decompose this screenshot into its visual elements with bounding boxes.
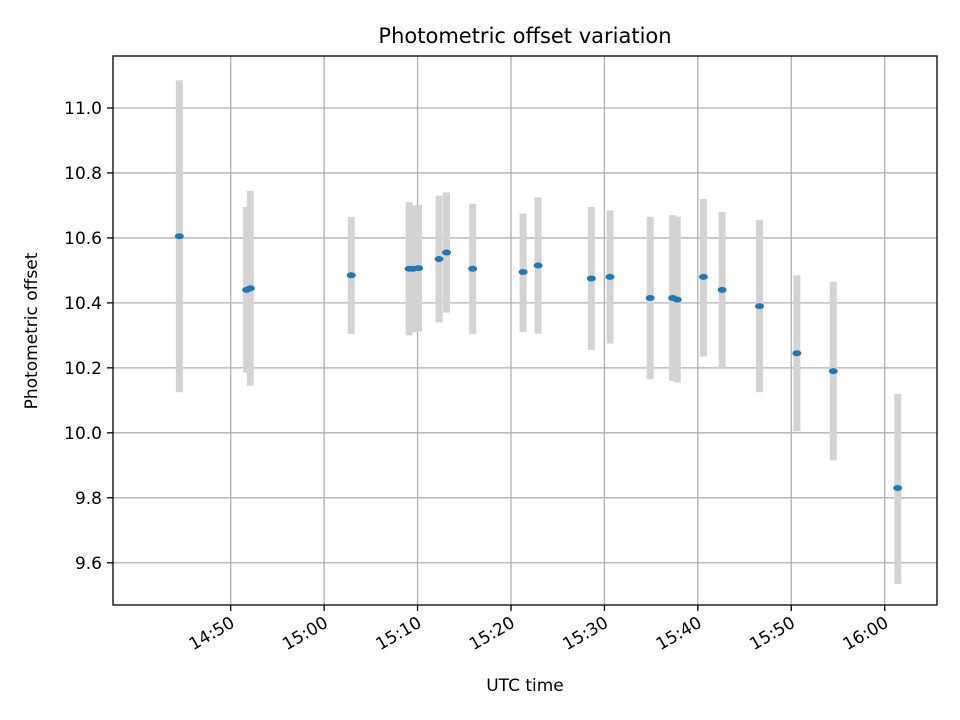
plot-frame: [112, 55, 938, 606]
y-tick-label: 9.6: [75, 554, 102, 574]
data-point: [413, 265, 423, 272]
y-axis-ticks: 9.6 9.8 10.0 10.2 10.4 10.6 10.8 11.0: [64, 99, 113, 574]
y-tick-label: 10.6: [64, 229, 102, 249]
data-point: [468, 265, 478, 272]
data-point: [893, 485, 903, 492]
y-tick-label: 10.0: [64, 424, 102, 444]
data-point: [245, 285, 255, 292]
data-point: [672, 296, 682, 303]
data-point: [605, 273, 615, 280]
data-point: [346, 272, 356, 279]
y-tick-label: 10.2: [64, 359, 102, 379]
y-tick-label: 10.4: [64, 294, 102, 314]
x-axis-label: UTC time: [486, 676, 564, 696]
chart-title: Photometric offset variation: [378, 24, 671, 48]
data-point: [434, 256, 444, 263]
data-point: [518, 269, 528, 276]
data-point: [754, 303, 764, 310]
data-point: [442, 249, 452, 256]
data-point: [174, 233, 184, 240]
y-tick-label: 10.8: [64, 164, 102, 184]
y-axis-label: Photometric offset: [22, 252, 42, 409]
data-point: [717, 286, 727, 293]
data-point: [533, 262, 543, 269]
data-point: [645, 295, 655, 302]
data-points: [174, 233, 903, 492]
data-point: [792, 350, 802, 357]
data-point: [828, 368, 838, 375]
y-tick-label: 11.0: [64, 99, 102, 119]
data-point: [586, 275, 596, 282]
data-point: [698, 273, 708, 280]
y-tick-label: 9.8: [75, 489, 102, 509]
